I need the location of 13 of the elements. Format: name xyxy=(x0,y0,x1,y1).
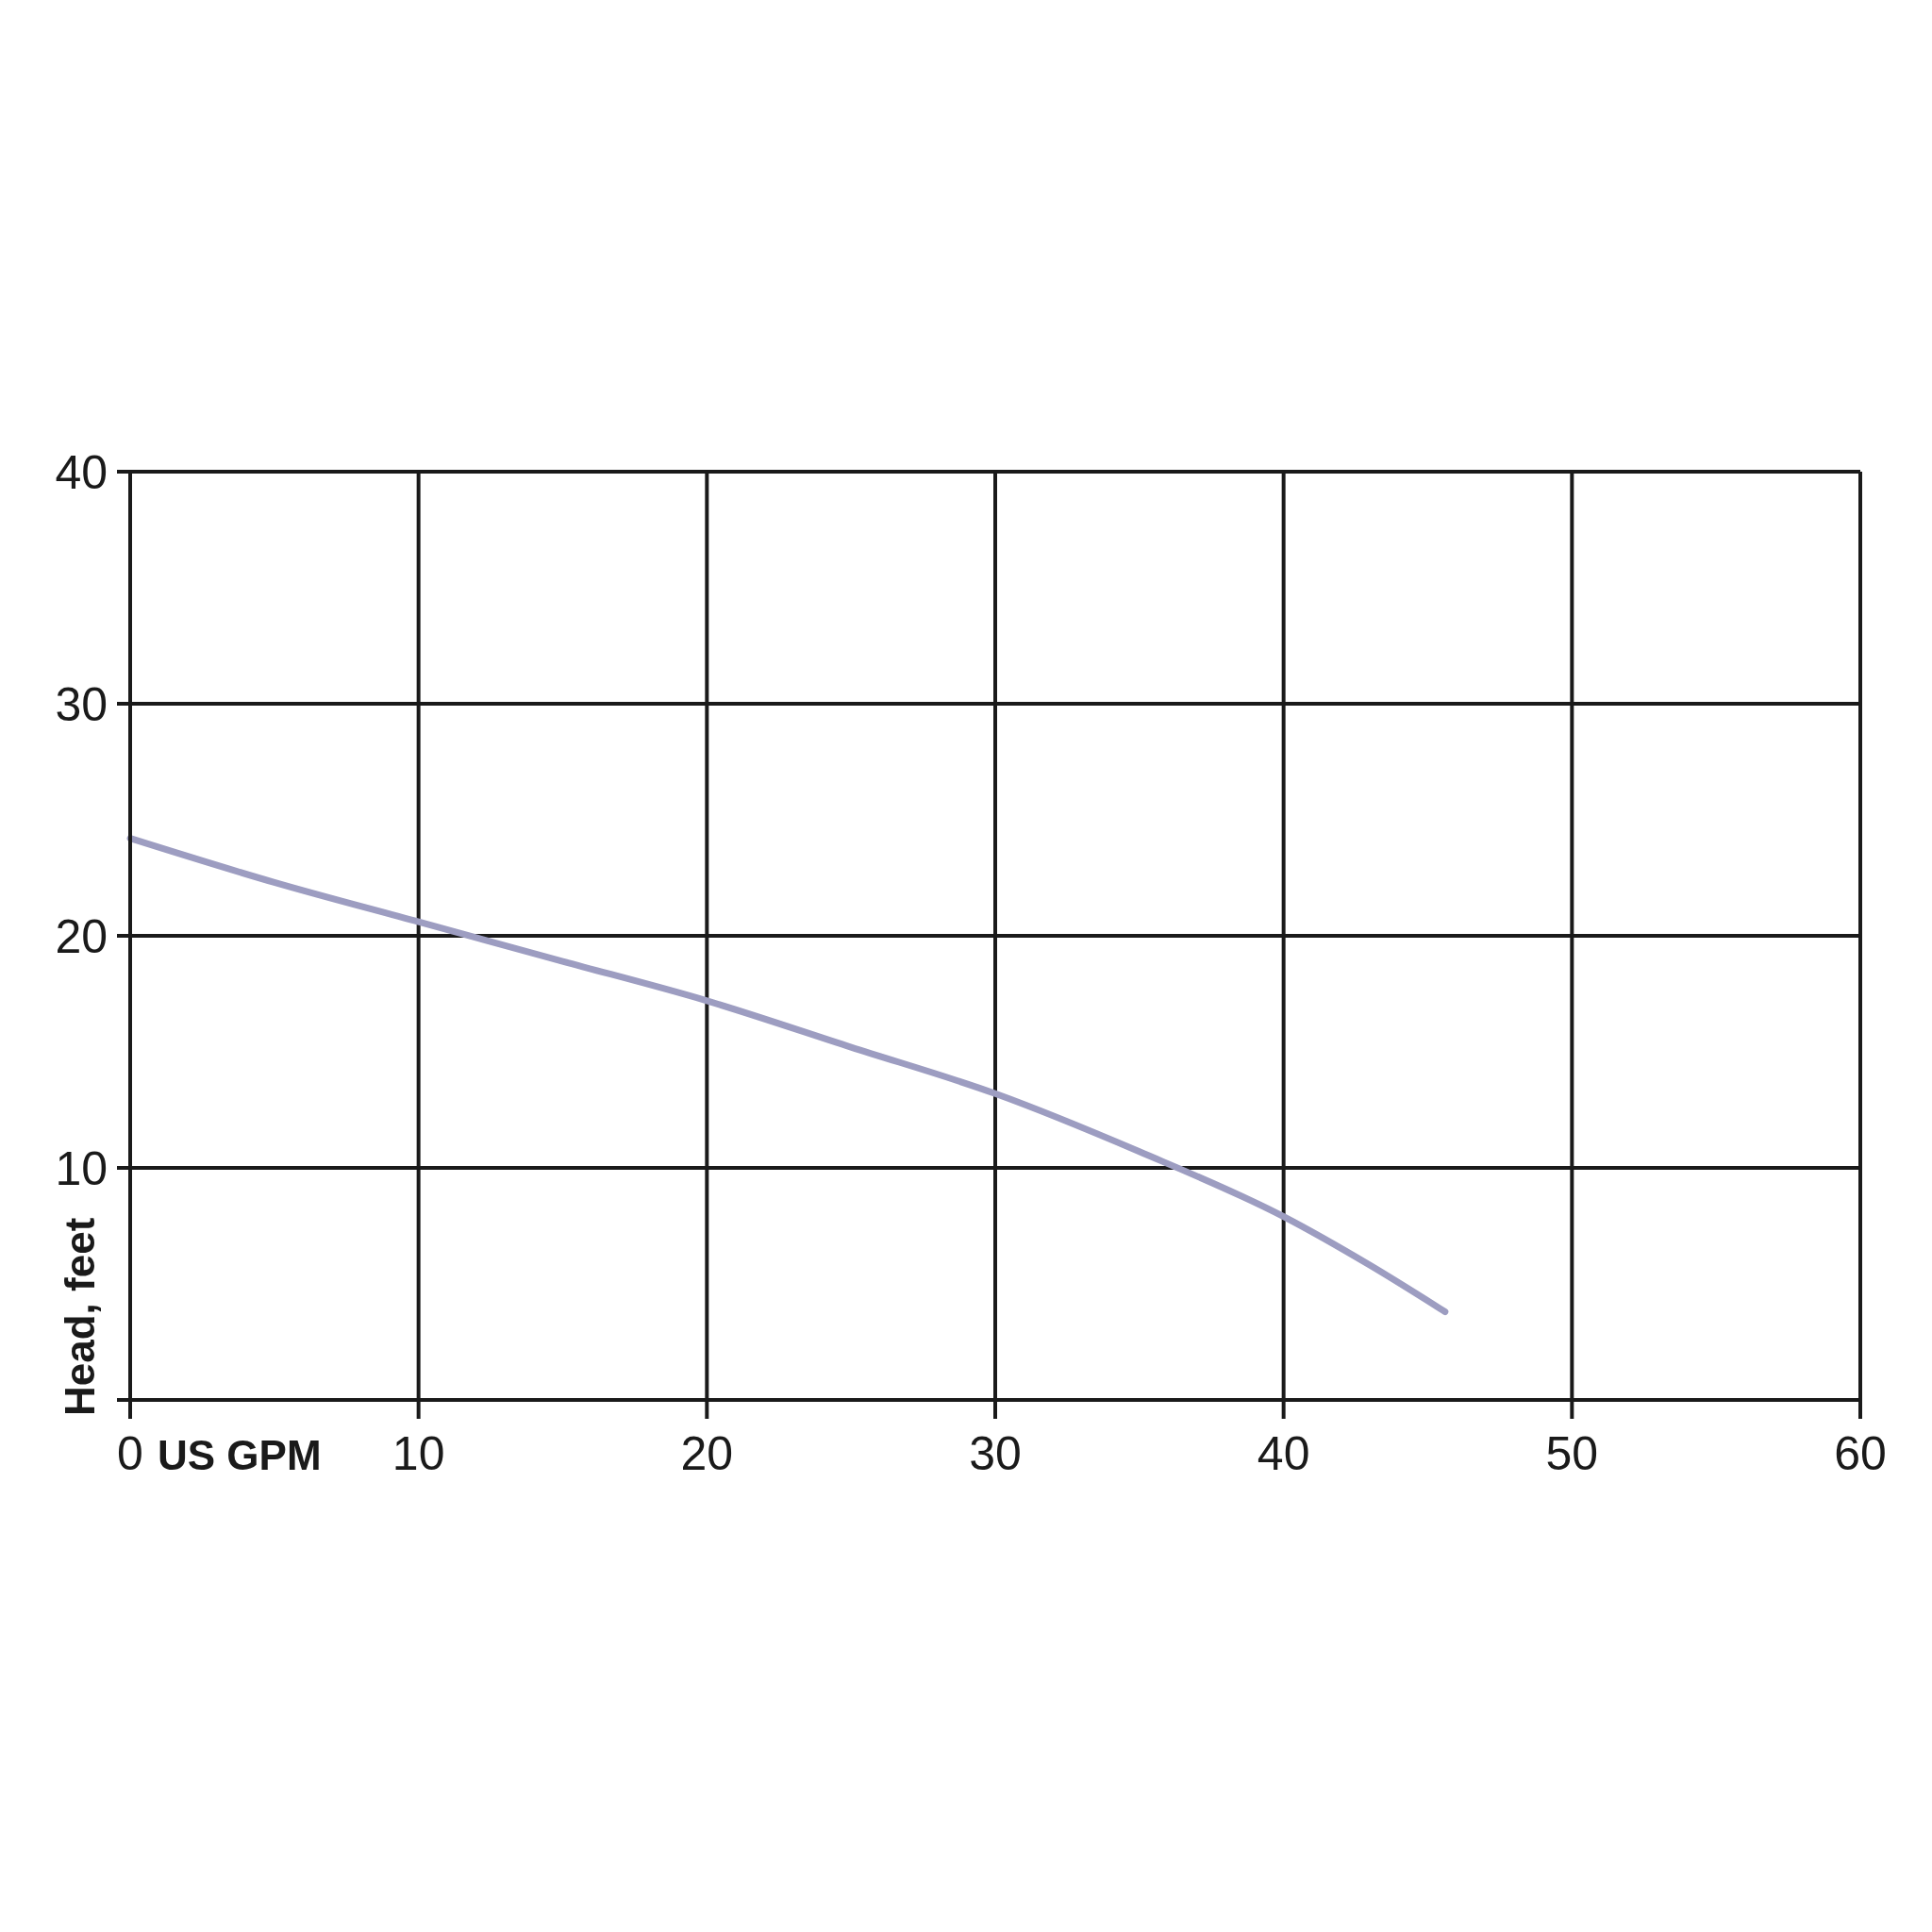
x-tick-label: 40 xyxy=(1257,1427,1310,1480)
y-axis-title: Head, feet xyxy=(57,1217,103,1416)
y-tick-label: 30 xyxy=(55,678,108,731)
x-tick-label: 60 xyxy=(1834,1427,1887,1480)
y-tick-label: 10 xyxy=(55,1142,108,1195)
x-tick-label: 20 xyxy=(680,1427,734,1480)
x-tick-label: 30 xyxy=(969,1427,1022,1480)
y-tick-label: 40 xyxy=(55,446,108,499)
y-tick-label: 20 xyxy=(55,910,108,963)
x-tick-label: 50 xyxy=(1545,1427,1599,1480)
x-tick-label: 0 xyxy=(117,1427,143,1480)
x-tick-label: 10 xyxy=(391,1427,445,1480)
x-axis-title: US GPM xyxy=(158,1432,322,1478)
